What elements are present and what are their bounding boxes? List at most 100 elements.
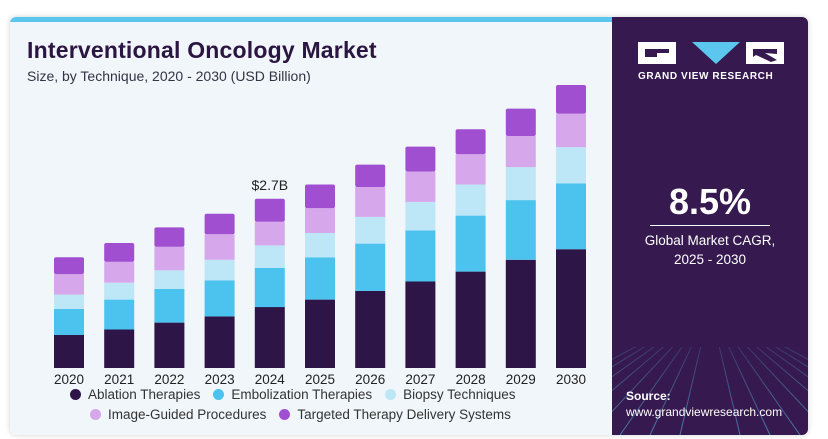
bar-segment [556,147,586,184]
bar-segment [204,213,235,235]
chart-subtitle: Size, by Technique, 2020 - 2030 (USD Bil… [27,68,311,84]
legend-swatch [213,388,225,400]
bar-segment [305,257,335,300]
bar-segment [154,246,185,271]
legend-label: Image-Guided Procedures [108,406,267,422]
legend-item: Ablation Therapies [70,387,200,402]
legend-label: Biopsy Techniques [403,386,516,402]
x-tick-label: 2020 [54,372,84,387]
legend-label: Embolization Therapies [231,386,373,402]
perspective-grid-graphic [612,347,808,435]
bar-segment [505,108,536,136]
bar-segment [154,270,185,289]
bar-segment [154,322,185,368]
x-tick-label: 2021 [104,372,134,387]
x-tick-label: 2030 [556,372,586,387]
bar-segment [54,294,84,309]
bar-segment [254,221,285,246]
legend-row: Image-Guided Procedures Targeted Therapy … [70,404,610,424]
stacked-bar-chart: 2020 2021 2022 2023 2024 $2.7B 2025 2026 2027 202… [54,85,586,387]
cagr-label-line1: Global Market CAGR, [644,233,776,248]
infographic-card: Interventional Oncology Market Size, by … [10,17,808,435]
bar-segment [405,201,436,231]
logo-mark-icon [638,42,784,64]
bar-segment [505,167,536,201]
bar-segment [455,129,486,155]
bar-segment [355,290,386,368]
x-tick-label: 2026 [355,372,385,387]
bar-segment [556,113,586,148]
bar-segment [104,282,135,300]
bar-segment [355,243,386,291]
bar-segment [405,230,436,282]
legend-label: Targeted Therapy Delivery Systems [297,406,511,422]
bar-segment [455,215,486,272]
sidebar-panel: GRAND VIEW RESEARCH 8.5% Global Market C… [612,17,808,435]
bar-segment [154,227,185,247]
bar-segment [355,187,386,217]
x-tick-label: 2028 [456,372,486,387]
company-logo: GRAND VIEW RESEARCH [638,40,784,82]
bar-segment [305,299,335,368]
bar-segment [54,335,84,368]
bar-segment [556,183,586,250]
bar-segment [405,281,436,368]
cagr-label-line2: 2025 - 2030 [673,252,747,267]
x-tick-label: 2027 [405,372,435,387]
bar-segment [355,216,386,244]
x-tick-label: 2022 [154,372,184,387]
bar-segment [505,136,536,168]
legend-swatch [279,408,291,420]
bar-segment [305,184,335,209]
bar-segment [204,316,235,368]
bar-segment [305,233,335,258]
bar-segment [204,259,235,281]
accent-bar [10,17,612,22]
legend-swatch [90,408,101,420]
bar-segment [54,308,84,335]
legend-item: Biopsy Techniques [385,387,515,402]
bar-segment [556,249,586,368]
bar-segment [154,289,185,323]
legend-label: Ablation Therapies [88,386,201,402]
bar-segment [104,329,135,368]
bar-segment [254,307,285,368]
legend-swatch [385,388,397,400]
bar-segment [104,261,135,283]
legend-item: Image-Guided Procedures [90,407,266,422]
bar-segment [556,85,586,114]
bar-segment [254,198,285,222]
legend-item: Embolization Therapies [213,387,372,402]
legend-row: Ablation Therapies Embolization Therapies… [70,384,610,404]
chart-legend: Ablation Therapies Embolization Therapies… [70,384,610,424]
bar-segment [405,146,436,172]
cagr-label: Global Market CAGR, 2025 - 2030 [612,231,808,269]
divider [650,225,770,226]
bar-segment [505,259,536,368]
x-tick-label: 2024 [255,372,286,387]
bar-segment [104,299,135,330]
x-tick-label: 2029 [506,372,536,387]
bar-segment [455,184,486,216]
bar-segment [305,208,335,233]
legend-swatch [70,388,81,400]
chart-title: Interventional Oncology Market [27,37,377,63]
bar-segment [455,271,486,368]
source-url[interactable]: www.grandviewresearch.com [626,405,783,419]
bar-segment [204,234,235,260]
bar-segment [254,245,285,268]
cagr-value: 8.5% [668,181,752,222]
bar-segment [355,164,386,187]
chart-panel: Interventional Oncology Market Size, by … [10,17,612,435]
bar-segment [505,200,536,260]
brand-name: GRAND VIEW RESEARCH [638,71,774,82]
bar-segment [254,267,285,308]
bar-segment [455,154,486,185]
data-label: $2.7B [252,177,289,193]
bar-segment [54,257,84,275]
bar-segment [405,171,436,202]
source-label: Source: [626,389,671,403]
bar-segment [54,274,84,295]
legend-item: Targeted Therapy Delivery Systems [279,407,511,422]
x-tick-label: 2025 [305,372,335,387]
